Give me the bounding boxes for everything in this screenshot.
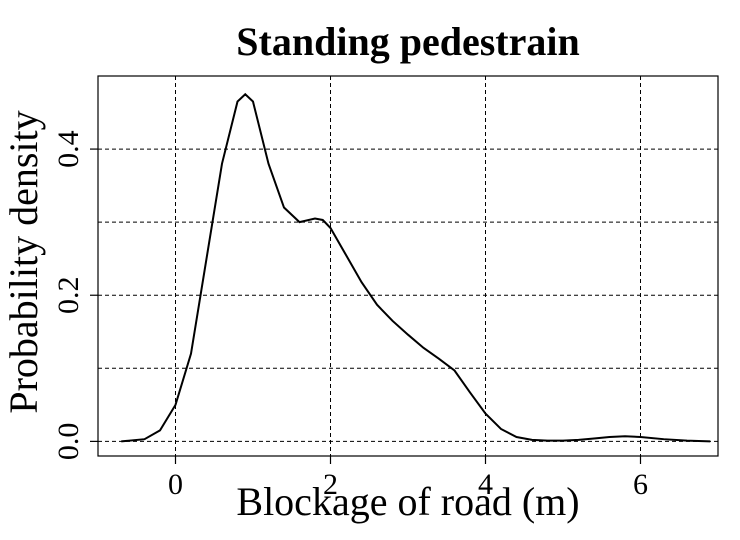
grid <box>98 76 718 456</box>
y-tick-label: 0.0 <box>52 423 85 461</box>
y-tick-label: 0.2 <box>52 276 85 314</box>
x-axis: 0 2 4 6 <box>168 456 648 501</box>
chart-title: Standing pedestrain <box>236 19 579 64</box>
x-tick-label: 0 <box>168 468 183 501</box>
x-tick-label: 6 <box>633 468 648 501</box>
y-tick-label: 0.4 <box>52 130 85 168</box>
plot-frame <box>97 75 719 457</box>
y-axis: 0.0 0.2 0.4 <box>52 130 98 460</box>
x-tick-label: 2 <box>323 468 338 501</box>
x-axis-label: Blockage of road (m) <box>236 479 579 524</box>
x-tick-label: 4 <box>478 468 493 501</box>
y-axis-label: Probability density <box>1 110 46 413</box>
density-curve <box>121 92 711 443</box>
series-layer <box>121 92 711 443</box>
